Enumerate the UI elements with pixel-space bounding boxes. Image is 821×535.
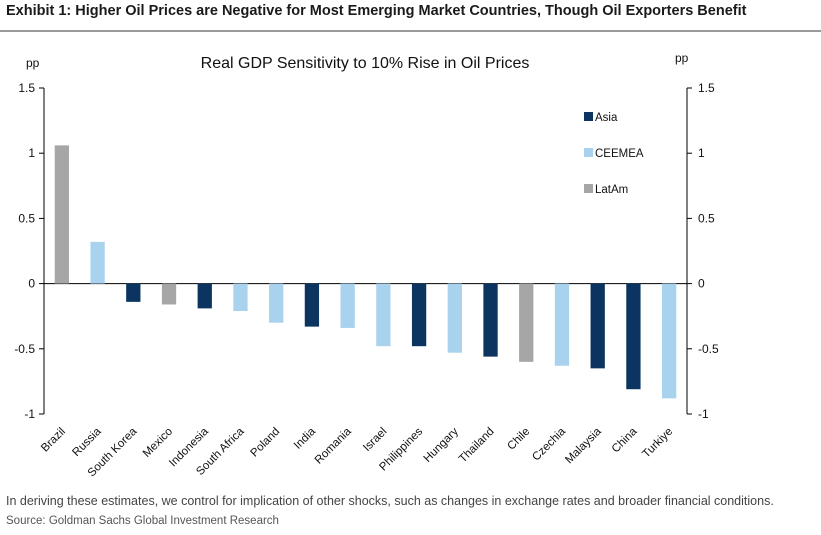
title-divider [0, 30, 821, 32]
exhibit-title: Exhibit 1: Higher Oil Prices are Negativ… [6, 3, 747, 19]
x-tick-label: Poland [249, 426, 283, 460]
legend-swatch-asia [584, 112, 593, 121]
x-tick-label: Brazil [39, 426, 68, 455]
y-tick-label-left: 0.5 [18, 211, 35, 225]
y-tick-label-right: 1 [698, 146, 705, 160]
chart-title: Real GDP Sensitivity to 10% Rise in Oil … [201, 55, 530, 72]
bar-south-africa [233, 283, 248, 311]
x-tick-label: Malaysia [563, 425, 604, 466]
bar-indonesia [197, 283, 212, 309]
bar-south-korea [126, 283, 141, 302]
bar-malaysia [590, 283, 605, 369]
x-tick-label: Turkiye [640, 426, 675, 461]
bar-israel [376, 283, 391, 347]
bar-romania [340, 283, 355, 328]
source-note: Source: Goldman Sachs Global Investment … [6, 515, 279, 527]
y-axis-unit-right: pp [675, 51, 689, 65]
legend-label-latam: LatAm [595, 184, 628, 196]
x-tick-label: Romania [313, 425, 354, 466]
legend-label-asia: Asia [595, 112, 618, 124]
y-tick-label-left: -0.5 [14, 342, 35, 356]
y-tick-label-right: -0.5 [698, 342, 719, 356]
bar-russia [90, 241, 105, 284]
x-tick-label: Mexico [141, 426, 175, 460]
bar-philippines [411, 283, 427, 347]
bar-czechia [554, 283, 570, 366]
y-tick-label-left: -1 [24, 407, 35, 421]
legend-swatch-latam [584, 184, 593, 193]
y-tick-label-left: 1.5 [18, 81, 35, 95]
legend-swatch-ceemea [584, 148, 593, 157]
x-tick-label: China [610, 425, 640, 455]
bar-turkiye [661, 283, 677, 399]
bar-china [626, 283, 641, 390]
bar-poland [269, 283, 284, 323]
y-tick-label-left: 1 [28, 146, 35, 160]
y-axis-unit-left: pp [26, 56, 40, 70]
x-tick-label: Israel [361, 426, 389, 454]
y-tick-label-right: 1.5 [698, 81, 715, 95]
bar-hungary [447, 283, 462, 353]
legend-label-ceemea: CEEMEA [595, 148, 644, 160]
footnote: In deriving these estimates, we control … [6, 494, 774, 508]
y-tick-label-right: 0.5 [698, 211, 715, 225]
x-tick-label: Hungary [422, 425, 461, 464]
oil-sensitivity-bar-chart: Real GDP Sensitivity to 10% Rise in Oil … [14, 51, 719, 479]
legend: Asia CEEMEA LatAm [584, 112, 644, 196]
x-tick-label: Chile [505, 426, 532, 453]
bar-india [304, 283, 320, 327]
x-tick-label: Thailand [457, 426, 497, 466]
bar-mexico [161, 283, 177, 305]
y-tick-label-right: -1 [698, 407, 709, 421]
x-tick-label: Russia [70, 425, 104, 459]
bar-brazil [54, 145, 70, 284]
x-tick-label: India [292, 425, 319, 452]
bar-thailand [483, 283, 498, 357]
y-tick-label-left: 0 [28, 277, 35, 291]
y-tick-label-right: 0 [698, 277, 705, 291]
bar-chile [519, 283, 534, 362]
